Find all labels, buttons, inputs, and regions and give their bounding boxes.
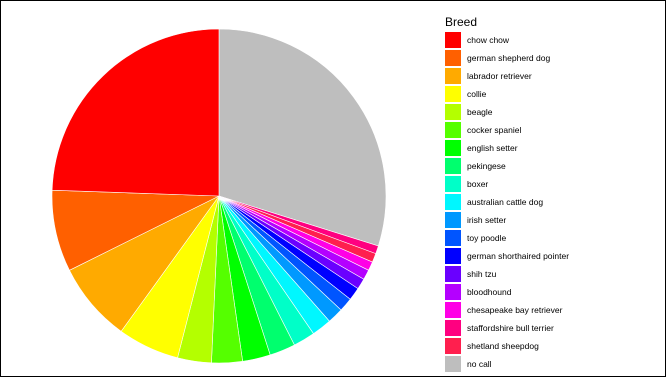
legend-item: english setter — [445, 139, 660, 157]
legend-swatch — [445, 86, 461, 102]
legend-swatch — [445, 212, 461, 228]
legend-swatch — [445, 284, 461, 300]
legend-label: english setter — [467, 143, 518, 153]
legend-label: shetland sheepdog — [467, 341, 539, 351]
legend-item: labrador retriever — [445, 67, 660, 85]
legend-swatch — [445, 50, 461, 66]
legend-item: bloodhound — [445, 283, 660, 301]
legend-item: pekingese — [445, 157, 660, 175]
legend-item: toy poodle — [445, 229, 660, 247]
legend-label: irish setter — [467, 215, 507, 225]
legend-label: chow chow — [467, 35, 510, 45]
legend-label: cocker spaniel — [467, 125, 522, 135]
legend-label: chesapeake bay retriever — [467, 305, 563, 315]
pie-slice-no-call — [218, 28, 387, 247]
legend-item: chesapeake bay retriever — [445, 301, 660, 319]
legend-item: irish setter — [445, 211, 660, 229]
legend-swatch — [445, 140, 461, 156]
legend-swatch — [445, 302, 461, 318]
legend-item: australian cattle dog — [445, 193, 660, 211]
legend-swatch — [445, 122, 461, 138]
legend-label: staffordshire bull terrier — [467, 323, 554, 333]
legend-swatch — [445, 338, 461, 354]
legend-swatch — [445, 194, 461, 210]
legend-label: collie — [467, 89, 487, 99]
legend-item: german shorthaired pointer — [445, 247, 660, 265]
legend-item: collie — [445, 85, 660, 103]
legend-item: shih tzu — [445, 265, 660, 283]
legend: Breed chow chow german shepherd dog labrad… — [445, 13, 660, 373]
legend-swatch — [445, 158, 461, 174]
legend-swatch — [445, 68, 461, 84]
legend-swatch — [445, 248, 461, 264]
pie-slice-chow-chow — [51, 28, 220, 197]
legend-swatch — [445, 266, 461, 282]
legend-label: australian cattle dog — [467, 197, 544, 207]
legend-swatch — [445, 104, 461, 120]
legend-label: bloodhound — [467, 287, 512, 297]
legend-label: pekingese — [467, 161, 506, 171]
legend-swatch — [445, 320, 461, 336]
legend-item: boxer — [445, 175, 660, 193]
legend-label: shih tzu — [467, 269, 497, 279]
legend-item: shetland sheepdog — [445, 337, 660, 355]
legend-item: chow chow — [445, 31, 660, 49]
legend-label: no call — [467, 359, 492, 369]
legend-item: staffordshire bull terrier — [445, 319, 660, 337]
legend-label: german shorthaired pointer — [467, 251, 570, 261]
legend-item: cocker spaniel — [445, 121, 660, 139]
legend-label: german shepherd dog — [467, 53, 551, 63]
pie-chart — [51, 28, 387, 364]
legend-swatch — [445, 176, 461, 192]
legend-label: beagle — [467, 107, 493, 117]
legend-title: Breed — [445, 15, 478, 29]
legend-items: chow chow german shepherd dog labrador ret… — [445, 31, 660, 373]
legend-label: labrador retriever — [467, 71, 532, 81]
legend-item: no call — [445, 355, 660, 373]
legend-label: toy poodle — [467, 233, 507, 243]
legend-item: german shepherd dog — [445, 49, 660, 67]
legend-label: boxer — [467, 179, 489, 189]
legend-swatch — [445, 32, 461, 48]
legend-swatch — [445, 356, 461, 372]
legend-swatch — [445, 230, 461, 246]
legend-item: beagle — [445, 103, 660, 121]
